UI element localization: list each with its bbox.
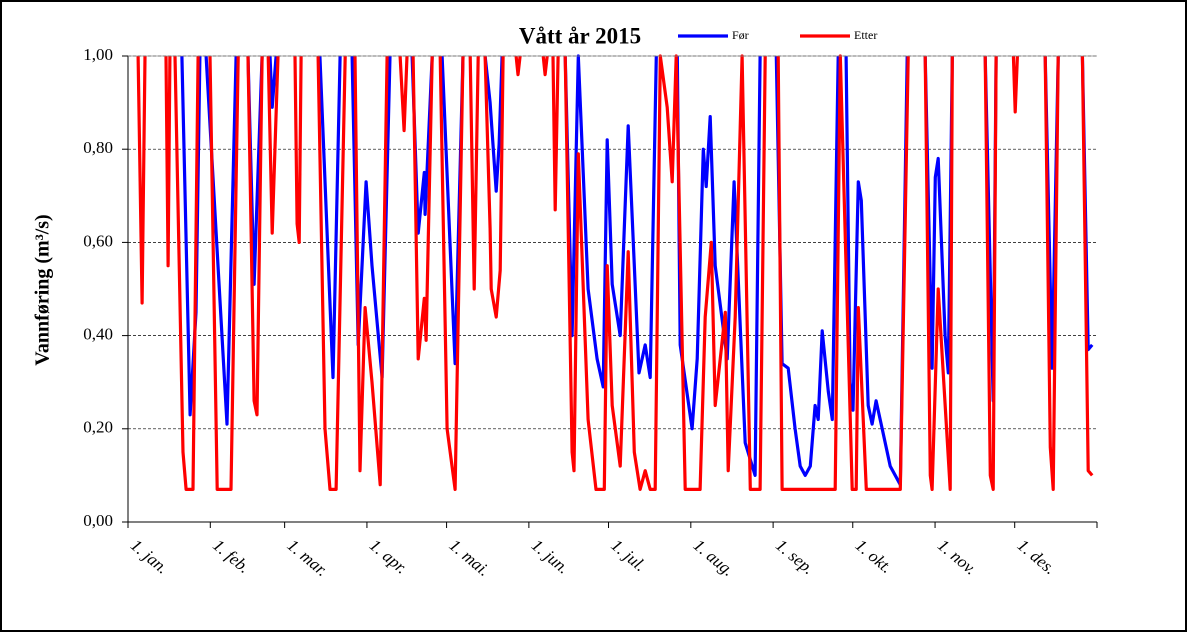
y-tick-label: 0,40	[83, 325, 113, 344]
y-tick-label: 0,20	[83, 418, 113, 437]
legend-label: Etter	[854, 28, 877, 42]
y-tick-label: 0,00	[83, 511, 113, 530]
series-line	[136, 54, 1094, 491]
y-tick-label: 0,60	[83, 231, 113, 250]
chart-title: Vått år 2015	[519, 23, 641, 48]
legend-label: Før	[732, 28, 749, 42]
y-tick-label: 0,80	[83, 138, 113, 157]
y-tick-label: 1,00	[83, 45, 113, 64]
y-axis-label: Vannføring (m³/s)	[32, 214, 54, 365]
